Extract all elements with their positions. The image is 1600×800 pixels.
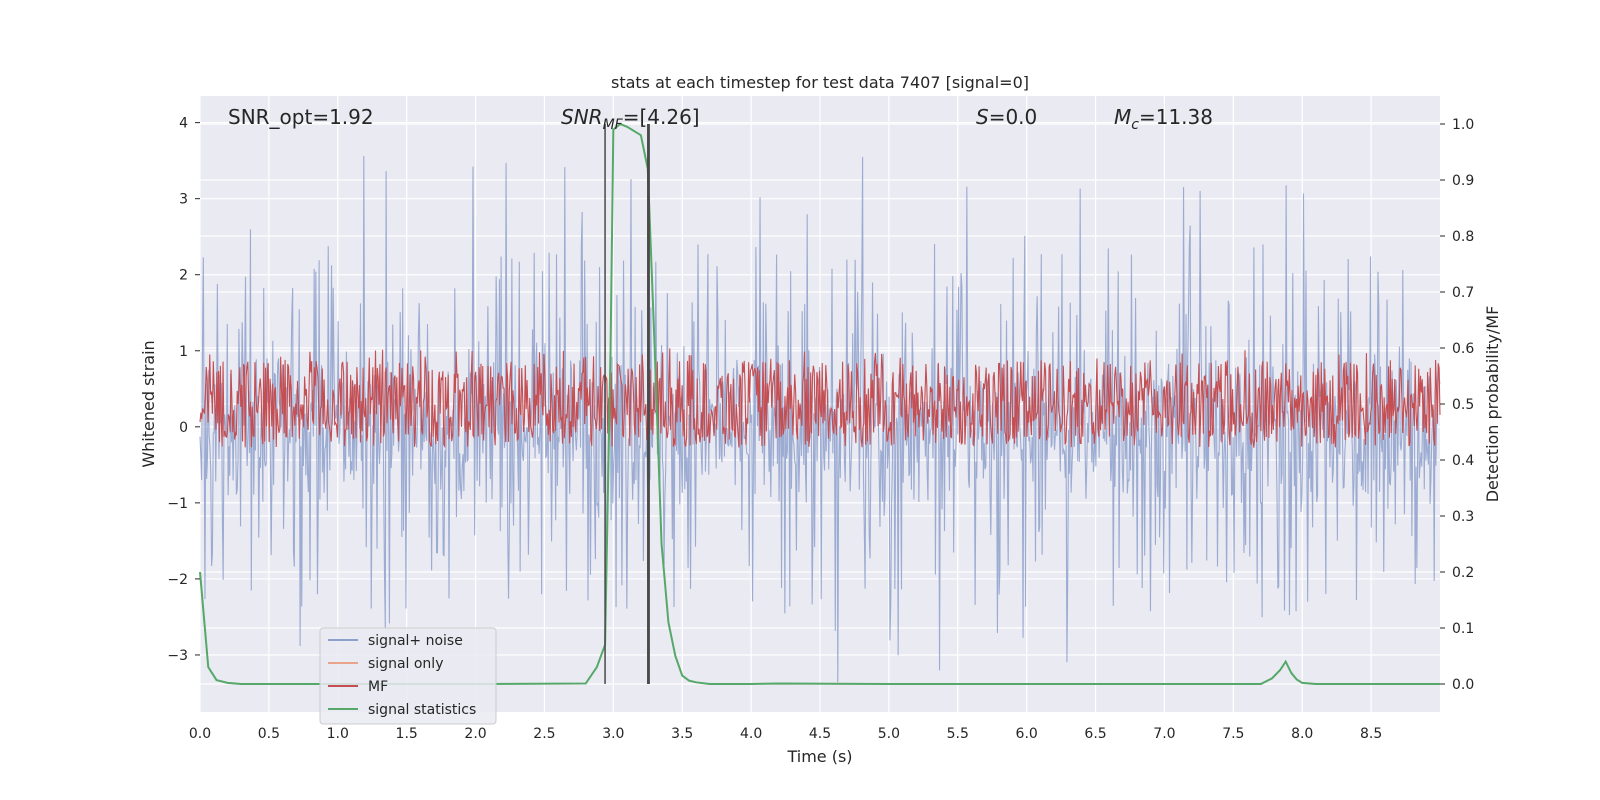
x-tick-label: 5.0 [878,726,900,742]
left-tick-label: 1 [179,344,188,360]
right-axis-label: Detection probability/MF [1483,306,1502,503]
x-tick-label: 2.5 [533,726,555,742]
right-tick-label: 0.8 [1452,229,1474,245]
right-tick-label: 0.0 [1452,677,1474,693]
right-tick-label: 0.2 [1452,565,1474,581]
x-tick-label: 7.0 [1153,726,1175,742]
left-tick-label: −3 [167,648,188,664]
x-tick-label: 4.0 [740,726,762,742]
left-tick-label: 3 [179,192,188,208]
x-tick-label: 4.5 [809,726,831,742]
x-axis-label: Time (s) [786,747,852,766]
legend-label-signal-statistics: signal statistics [368,702,476,718]
left-tick-label: −1 [167,496,188,512]
right-tick-label: 0.7 [1452,285,1474,301]
x-tick-label: 0.0 [189,726,211,742]
x-tick-label: 6.0 [1016,726,1038,742]
line-mf [199,348,1441,449]
left-axis-label: Whitened strain [139,340,158,467]
annotation-mc: Mc=11.38 [1114,105,1213,133]
legend-label-signal-noise: signal+ noise [368,633,463,649]
x-tick-label: 1.5 [396,726,418,742]
right-tick-label: 0.3 [1452,509,1474,525]
x-tick-label: 5.5 [947,726,969,742]
right-tick-label: 0.9 [1452,173,1474,189]
chart-title: stats at each timestep for test data 740… [611,73,1029,92]
x-tick-label: 3.5 [671,726,693,742]
annotation-snr-opt: SNR_opt=1.92 [228,105,374,129]
legend-box [319,627,497,725]
right-tick-label: 1.0 [1452,117,1474,133]
x-tick-label: 8.5 [1360,726,1382,742]
right-tick-label: 0.4 [1452,453,1474,469]
series-mf [199,348,1441,449]
x-tick-label: 7.5 [1222,726,1244,742]
left-tick-label: 4 [179,116,188,132]
x-tick-label: 8.0 [1291,726,1313,742]
x-axis-ticks: 0.0 0.5 1.0 1.5 2.0 2.5 3.0 3.5 4.0 4.5 5.0 5.5 6.0 6… [189,726,1382,742]
x-tick-label: 2.0 [464,726,486,742]
left-tick-label: 2 [179,268,188,284]
vertical-markers [604,124,650,684]
legend: signal+ noise signal only MF signal stat… [319,627,497,725]
legend-label-mf: MF [368,679,388,695]
x-tick-label: 3.0 [602,726,624,742]
right-tick-label: 0.1 [1452,621,1474,637]
x-tick-label: 6.5 [1084,726,1106,742]
left-tick-label: 0 [179,420,188,436]
annotation-s: S=0.0 [976,105,1037,129]
left-tick-label: −2 [167,572,188,588]
x-tick-label: 1.0 [327,726,349,742]
annotation-snr-mf: SNRMF=[4.26] [561,105,700,133]
right-tick-label: 0.6 [1452,341,1474,357]
x-tick-label: 0.5 [258,726,280,742]
legend-label-signal-only: signal only [368,656,443,672]
right-axis-ticks: 0.0 0.1 0.2 0.3 0.4 0.5 0.6 0.7 0.8 0.9 1.0 [1440,117,1474,693]
right-tick-label: 0.5 [1452,397,1474,413]
left-axis-ticks: −3 −2 −1 0 1 2 3 4 [167,116,200,664]
